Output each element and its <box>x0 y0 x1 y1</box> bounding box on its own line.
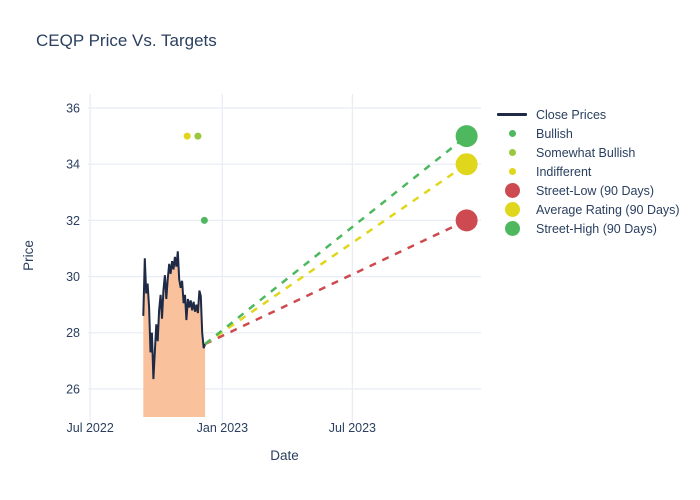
x-tick-label: Jul 2023 <box>329 421 376 435</box>
legend-item-label: Bullish <box>536 126 573 141</box>
rating-dot <box>200 216 208 224</box>
chart-title: CEQP Price Vs. Targets <box>36 31 217 50</box>
legend-item-bullish[interactable]: Bullish <box>496 124 680 143</box>
close-prices-area <box>143 251 206 417</box>
legend-item-somewhat-bullish[interactable]: Somewhat Bullish <box>496 143 680 162</box>
y-tick-label: 26 <box>66 382 80 396</box>
x-axis-title: Date <box>270 448 299 463</box>
target-dash-line <box>204 135 468 345</box>
target-dash-line <box>204 163 468 346</box>
legend-item-label: Somewhat Bullish <box>536 145 636 160</box>
legend-item-label: Indifferent <box>536 164 592 179</box>
rating-dot <box>194 132 202 140</box>
y-axis-title: Price <box>21 240 36 271</box>
legend-item-street-low-90-days[interactable]: Street-Low (90 Days) <box>496 181 680 200</box>
legend-item-label: Close Prices <box>536 107 607 122</box>
legend-item-close-prices[interactable]: Close Prices <box>496 105 680 124</box>
legend-dot-icon <box>496 149 528 156</box>
legend-dot-icon <box>496 168 528 175</box>
legend-dot-icon <box>496 130 528 137</box>
y-tick-label: 34 <box>66 158 80 172</box>
y-tick-label: 36 <box>66 102 80 116</box>
target-dash-line <box>204 219 468 346</box>
legend-line-swatch-icon <box>496 113 528 116</box>
legend-item-label: Street-High (90 Days) <box>536 221 657 236</box>
legend-item-label: Average Rating (90 Days) <box>536 202 680 217</box>
target-marker <box>455 209 478 232</box>
y-tick-label: 28 <box>66 326 80 340</box>
rating-dot <box>183 132 191 140</box>
y-tick-label: 32 <box>66 214 80 228</box>
legend-item-average-rating-90-days[interactable]: Average Rating (90 Days) <box>496 200 680 219</box>
close-prices-line <box>142 251 207 380</box>
legend: Close Prices Bullish Somewhat Bullish Indif… <box>496 105 680 238</box>
legend-dot-icon <box>496 183 528 198</box>
legend-item-street-high-90-days[interactable]: Street-High (90 Days) <box>496 219 680 238</box>
target-marker <box>455 153 478 176</box>
legend-dot-icon <box>496 202 528 217</box>
legend-dot-icon <box>496 221 528 236</box>
target-marker <box>455 125 478 148</box>
legend-item-indifferent[interactable]: Indifferent <box>496 162 680 181</box>
legend-item-label: Street-Low (90 Days) <box>536 183 655 198</box>
x-tick-label: Jan 2023 <box>197 421 248 435</box>
x-tick-label: Jul 2022 <box>67 421 114 435</box>
y-tick-label: 30 <box>66 270 80 284</box>
